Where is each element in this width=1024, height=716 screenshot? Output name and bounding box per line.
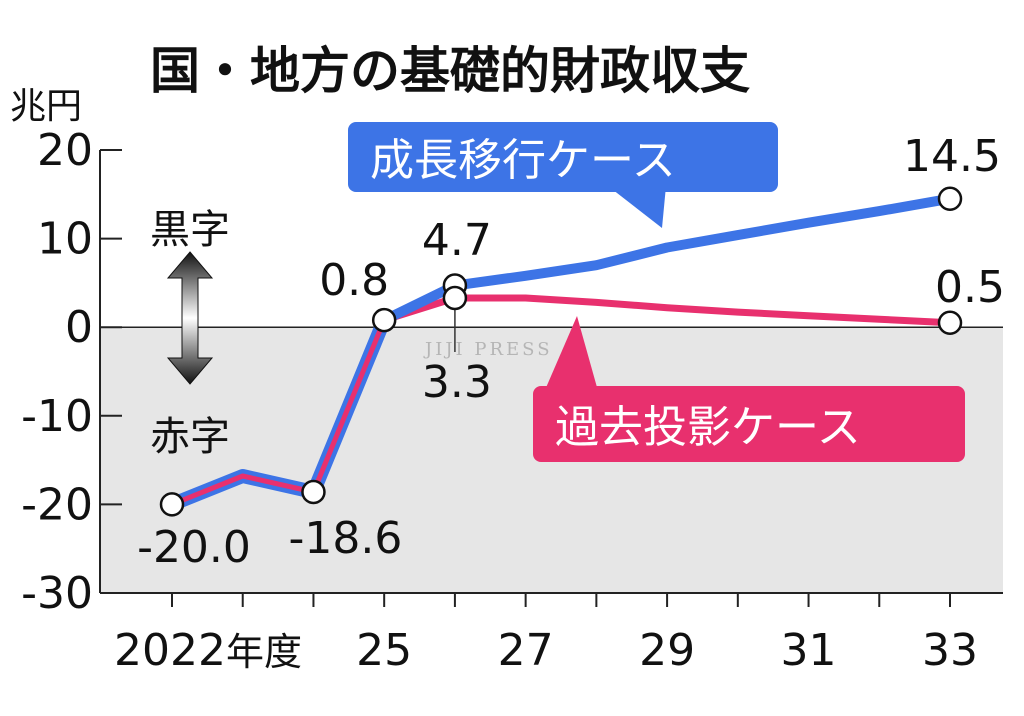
y-tick-label: 0: [65, 302, 93, 353]
data-point-marker: [371, 307, 397, 333]
data-label: 4.7: [422, 215, 492, 266]
chart-title: 国・地方の基礎的財政収支: [150, 42, 750, 100]
surplus-label: 黒字: [150, 207, 230, 253]
data-label: 3.3: [422, 357, 492, 408]
x-tick-label: 27: [498, 625, 554, 676]
callout-tail: [545, 316, 600, 398]
data-label: 0.5: [935, 262, 1005, 313]
surplus-deficit-arrow: [166, 251, 214, 385]
callout-box: [348, 122, 778, 192]
data-label: 14.5: [903, 131, 1001, 182]
y-tick-label: -20: [21, 479, 93, 530]
series-line-growth: [379, 193, 955, 326]
data-label: -18.6: [289, 513, 403, 564]
y-tick-label: -10: [21, 391, 93, 442]
y-tick-label: 20: [37, 125, 93, 176]
x-tick-label: 31: [781, 625, 837, 676]
series-line-shared-inner: [169, 317, 387, 507]
data-label: 0.8: [319, 255, 389, 306]
x-tick-label: 2022年度: [114, 625, 302, 676]
data-point-marker: [937, 186, 963, 211]
x-tick-label: 33: [922, 625, 978, 676]
y-tick-label: 10: [37, 214, 93, 265]
y-axis-unit: 兆円: [10, 86, 82, 127]
data-point-marker: [301, 479, 326, 505]
deficit-label: 赤字: [150, 414, 230, 460]
callout-tail: [608, 186, 666, 228]
series-name-label: 過去投影ケース: [555, 402, 861, 453]
y-tick-label: -30: [21, 568, 93, 619]
data-point-marker: [159, 492, 185, 517]
x-tick-label: 29: [639, 625, 695, 676]
data-point-marker: [442, 285, 468, 311]
series-line-past-projection: [380, 294, 954, 327]
series-name-label: 成長移行ケース: [370, 135, 676, 186]
data-point-marker: [937, 310, 963, 336]
callout-box: [533, 386, 965, 462]
x-tick-label: 25: [356, 625, 412, 676]
data-label: -20.0: [137, 522, 251, 573]
